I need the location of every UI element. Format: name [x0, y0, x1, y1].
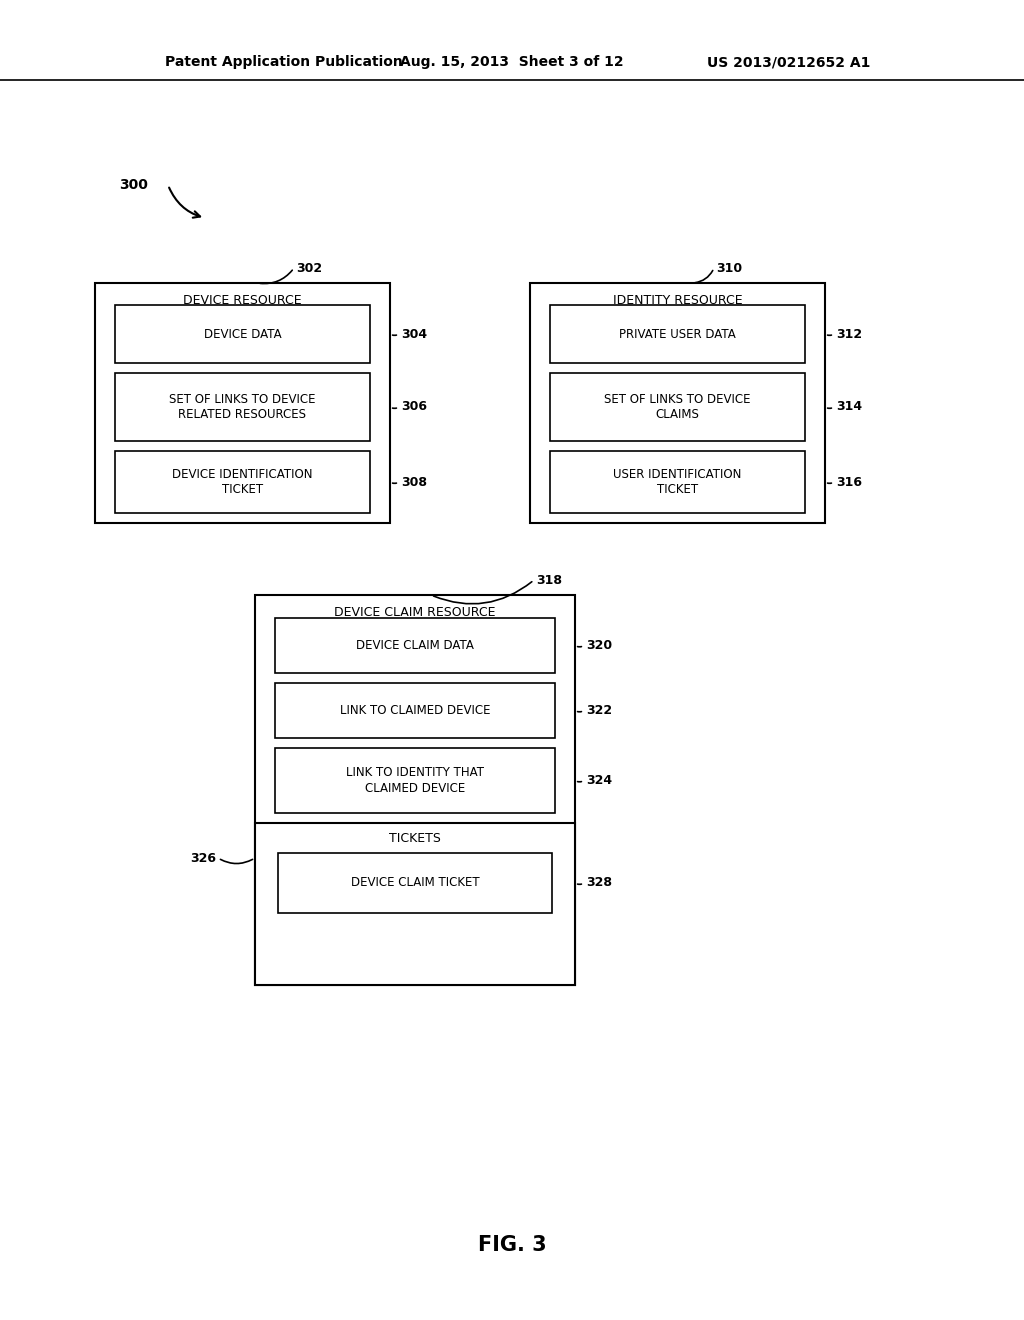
Text: DEVICE CLAIM TICKET: DEVICE CLAIM TICKET [350, 876, 479, 890]
Text: SET OF LINKS TO DEVICE
CLAIMS: SET OF LINKS TO DEVICE CLAIMS [604, 393, 751, 421]
Text: PRIVATE USER DATA: PRIVATE USER DATA [620, 327, 736, 341]
Text: 300: 300 [119, 178, 148, 191]
Bar [275, 682, 555, 738]
Text: LINK TO CLAIMED DEVICE: LINK TO CLAIMED DEVICE [340, 704, 490, 717]
Bar [278, 853, 552, 913]
Text: DEVICE RESOURCE: DEVICE RESOURCE [183, 294, 302, 308]
Text: DEVICE CLAIM DATA: DEVICE CLAIM DATA [356, 639, 474, 652]
Text: Aug. 15, 2013  Sheet 3 of 12: Aug. 15, 2013 Sheet 3 of 12 [400, 55, 624, 69]
Text: 308: 308 [401, 475, 427, 488]
Text: 314: 314 [836, 400, 862, 413]
Text: SET OF LINKS TO DEVICE
RELATED RESOURCES: SET OF LINKS TO DEVICE RELATED RESOURCES [169, 393, 315, 421]
Bar [115, 374, 370, 441]
Text: TICKETS: TICKETS [389, 833, 441, 846]
Bar [550, 374, 805, 441]
Text: DEVICE DATA: DEVICE DATA [204, 327, 282, 341]
Text: 318: 318 [536, 573, 562, 586]
Bar [115, 451, 370, 513]
Text: 306: 306 [401, 400, 427, 413]
Text: 322: 322 [586, 704, 612, 717]
Text: 324: 324 [586, 774, 612, 787]
Text: IDENTITY RESOURCE: IDENTITY RESOURCE [612, 294, 742, 308]
Text: 326: 326 [190, 851, 216, 865]
Bar [115, 305, 370, 363]
Text: USER IDENTIFICATION
TICKET: USER IDENTIFICATION TICKET [613, 469, 741, 496]
Text: US 2013/0212652 A1: US 2013/0212652 A1 [707, 55, 870, 69]
Text: 310: 310 [716, 261, 742, 275]
Text: 302: 302 [296, 261, 323, 275]
Text: 304: 304 [401, 327, 427, 341]
Text: Patent Application Publication: Patent Application Publication [165, 55, 402, 69]
Bar [550, 305, 805, 363]
Text: 316: 316 [836, 475, 862, 488]
Bar [255, 822, 575, 985]
Text: 312: 312 [836, 327, 862, 341]
Bar [275, 618, 555, 673]
Text: DEVICE CLAIM RESOURCE: DEVICE CLAIM RESOURCE [334, 606, 496, 619]
Text: DEVICE IDENTIFICATION
TICKET: DEVICE IDENTIFICATION TICKET [172, 469, 312, 496]
Bar [95, 282, 390, 523]
Text: 320: 320 [586, 639, 612, 652]
Text: FIG. 3: FIG. 3 [477, 1236, 547, 1255]
Text: 328: 328 [586, 876, 612, 890]
Text: LINK TO IDENTITY THAT
CLAIMED DEVICE: LINK TO IDENTITY THAT CLAIMED DEVICE [346, 767, 484, 795]
Bar [530, 282, 825, 523]
Bar [275, 748, 555, 813]
Bar [255, 595, 575, 985]
Bar [550, 451, 805, 513]
